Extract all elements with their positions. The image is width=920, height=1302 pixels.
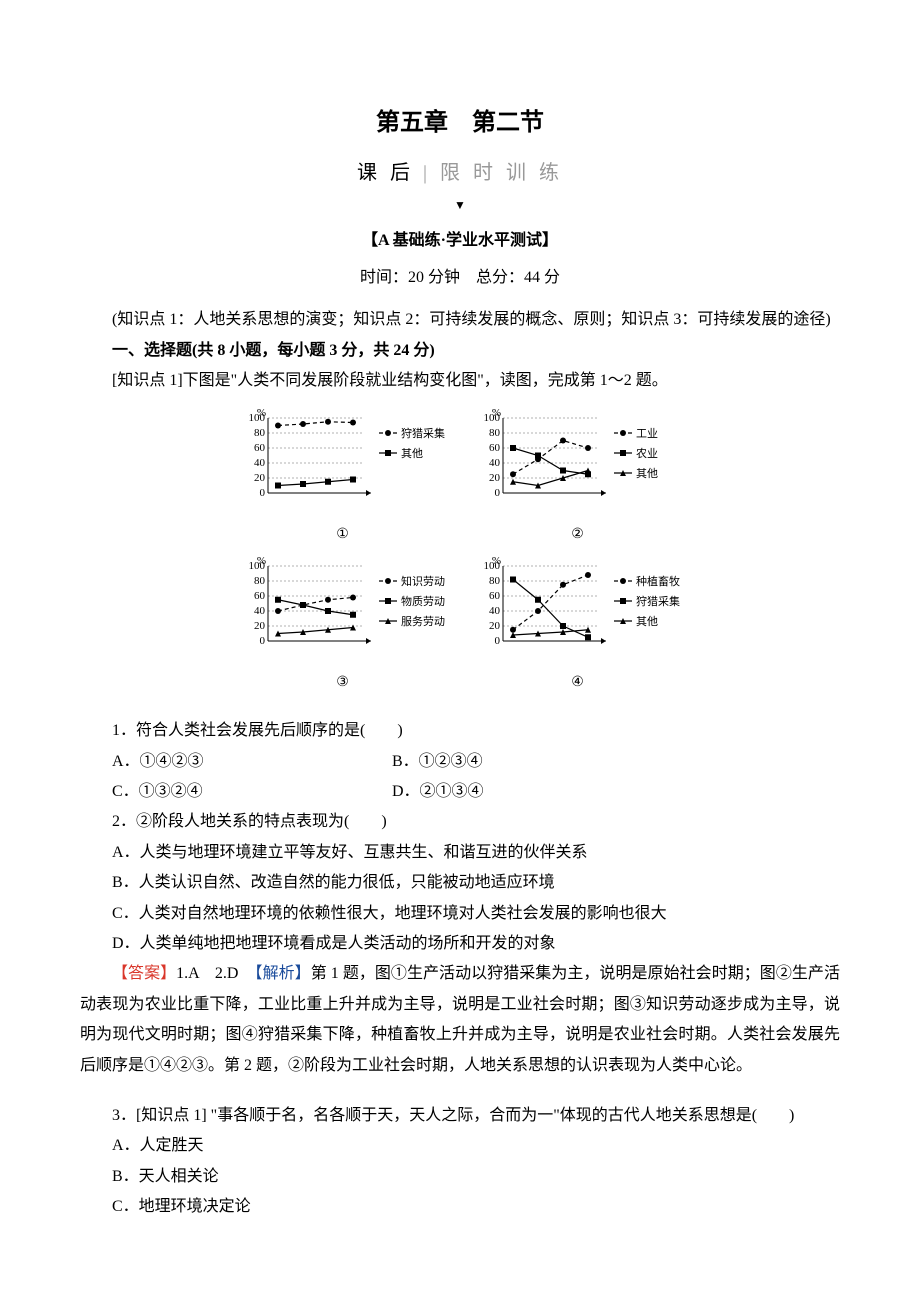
q2-stem: 2．②阶段人地关系的特点表现为( ) bbox=[80, 807, 840, 837]
svg-text:80: 80 bbox=[254, 575, 266, 587]
svg-text:其他: 其他 bbox=[401, 447, 423, 460]
q2-option-b: B．人类认识自然、改造自然的能力很低，只能被动地适应环境 bbox=[80, 868, 840, 898]
page-title: 第五章 第二节 bbox=[80, 100, 840, 146]
explanation-label: 【解析】 bbox=[255, 965, 311, 982]
svg-text:%: % bbox=[257, 408, 266, 419]
section1-header: 一、选择题(共 8 小题，每小题 3 分，共 24 分) bbox=[80, 336, 840, 366]
charts: 020406080100%狩猎采集其他① 020406080100%工业农业其他… bbox=[80, 408, 840, 704]
subtitle-right: 限 时 训 练 bbox=[440, 162, 563, 184]
svg-text:%: % bbox=[492, 556, 501, 567]
q1-options-row1: A．①④②③ B．①②③④ bbox=[80, 747, 840, 777]
q1-option-b: B．①②③④ bbox=[392, 747, 672, 777]
q3-option-b: B．天人相关论 bbox=[80, 1162, 840, 1192]
svg-text:其他: 其他 bbox=[636, 467, 658, 480]
chart-row-2: 020406080100%知识劳动物质劳动服务劳动③ 020406080100%… bbox=[240, 556, 680, 696]
svg-text:20: 20 bbox=[489, 620, 501, 632]
subtitle-left: 课 后 bbox=[357, 162, 414, 184]
chart-1-label: ① bbox=[240, 522, 445, 549]
svg-text:80: 80 bbox=[254, 427, 266, 439]
svg-text:农业: 农业 bbox=[636, 446, 658, 460]
subtitle-divider: | bbox=[423, 162, 440, 184]
svg-text:20: 20 bbox=[254, 472, 266, 484]
q1-stem: 1．符合人类社会发展先后顺序的是( ) bbox=[80, 716, 840, 746]
svg-text:0: 0 bbox=[260, 635, 266, 647]
chart-row-1: 020406080100%狩猎采集其他① 020406080100%工业农业其他… bbox=[240, 408, 680, 548]
answer-text: 1.A 2.D bbox=[176, 965, 254, 982]
time-score: 时间：20 分钟 总分：44 分 bbox=[80, 263, 840, 293]
q3-option-a: A．人定胜天 bbox=[80, 1131, 840, 1161]
q1-options-row2: C．①③②④ D．②①③④ bbox=[80, 777, 840, 807]
svg-text:40: 40 bbox=[489, 457, 501, 469]
chart-3-label: ③ bbox=[240, 670, 445, 697]
svg-text:40: 40 bbox=[254, 457, 266, 469]
svg-text:%: % bbox=[492, 408, 501, 419]
spacer bbox=[80, 1081, 840, 1101]
svg-text:60: 60 bbox=[254, 590, 266, 602]
q2-option-d: D．人类单纯地把地理环境看成是人类活动的场所和开发的对象 bbox=[80, 929, 840, 959]
chart-2: 020406080100%工业农业其他② bbox=[475, 408, 680, 548]
svg-text:狩猎采集: 狩猎采集 bbox=[401, 426, 445, 440]
svg-text:60: 60 bbox=[254, 442, 266, 454]
svg-text:0: 0 bbox=[260, 487, 266, 499]
chart-4: 020406080100%种植畜牧狩猎采集其他④ bbox=[475, 556, 680, 696]
svg-text:60: 60 bbox=[489, 590, 501, 602]
answer-1-2: 【答案】1.A 2.D 【解析】第 1 题，图①生产活动以狩猎采集为主，说明是原… bbox=[80, 959, 840, 1081]
svg-text:80: 80 bbox=[489, 427, 501, 439]
q3-option-c: C．地理环境决定论 bbox=[80, 1192, 840, 1222]
q1-option-a: A．①④②③ bbox=[112, 747, 392, 777]
svg-text:0: 0 bbox=[495, 635, 501, 647]
test-label: 【A 基础练·学业水平测试】 bbox=[80, 226, 840, 256]
q1-option-c: C．①③②④ bbox=[112, 777, 392, 807]
answer-label: 【答案】 bbox=[112, 965, 176, 982]
svg-text:%: % bbox=[257, 556, 266, 567]
chart-2-label: ② bbox=[475, 522, 680, 549]
q2-option-c: C．人类对自然地理环境的依赖性很大，地理环境对人类社会发展的影响也很大 bbox=[80, 899, 840, 929]
q-intro: [知识点 1]下图是"人类不同发展阶段就业结构变化图"，读图，完成第 1～2 题… bbox=[80, 366, 840, 396]
svg-text:80: 80 bbox=[489, 575, 501, 587]
chart-3: 020406080100%知识劳动物质劳动服务劳动③ bbox=[240, 556, 445, 696]
svg-text:工业: 工业 bbox=[636, 427, 658, 440]
svg-text:40: 40 bbox=[489, 605, 501, 617]
chart-4-label: ④ bbox=[475, 670, 680, 697]
page-subtitle: 课 后 | 限 时 训 练 bbox=[80, 154, 840, 192]
svg-text:服务劳动: 服务劳动 bbox=[401, 615, 445, 628]
knowledge-points: (知识点 1：人地关系思想的演变；知识点 2：可持续发展的概念、原则；知识点 3… bbox=[80, 305, 840, 335]
svg-text:种植畜牧: 种植畜牧 bbox=[636, 574, 680, 588]
svg-text:狩猎采集: 狩猎采集 bbox=[636, 594, 680, 608]
divider-triangle-icon: ▼ bbox=[80, 194, 840, 217]
svg-text:60: 60 bbox=[489, 442, 501, 454]
svg-text:其他: 其他 bbox=[636, 615, 658, 628]
svg-text:20: 20 bbox=[489, 472, 501, 484]
chart-1: 020406080100%狩猎采集其他① bbox=[240, 408, 445, 548]
q1-option-d: D．②①③④ bbox=[392, 777, 672, 807]
svg-text:40: 40 bbox=[254, 605, 266, 617]
q3-stem: 3．[知识点 1] "事各顺于名，名各顺于天，天人之际，合而为一"体现的古代人地… bbox=[80, 1101, 840, 1131]
svg-text:物质劳动: 物质劳动 bbox=[401, 594, 445, 608]
svg-text:20: 20 bbox=[254, 620, 266, 632]
svg-text:知识劳动: 知识劳动 bbox=[401, 574, 445, 588]
svg-text:0: 0 bbox=[495, 487, 501, 499]
q2-option-a: A．人类与地理环境建立平等友好、互惠共生、和谐互进的伙伴关系 bbox=[80, 838, 840, 868]
